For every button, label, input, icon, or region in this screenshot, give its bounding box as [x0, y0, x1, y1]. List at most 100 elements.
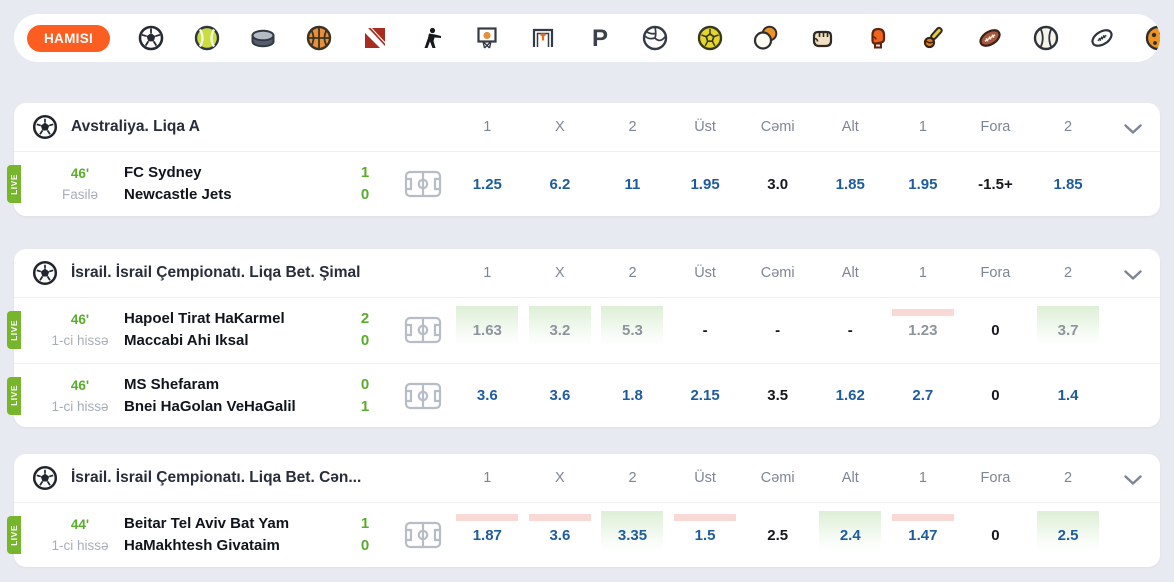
team-names[interactable]: Beitar Tel Aviv Bat Yam HaMakhtesh Givat…	[124, 513, 289, 557]
away-score: 1	[360, 397, 370, 415]
col-1: 1	[483, 119, 492, 135]
home-score: 0	[360, 375, 370, 393]
futsal-icon[interactable]	[696, 24, 724, 52]
cricket-icon[interactable]	[920, 24, 948, 52]
odds-cell[interactable]: 6.2	[549, 175, 571, 193]
chevron-down-icon[interactable]	[1124, 122, 1142, 134]
odds-row: 1.87 3.6 3.35 1.5 2.5 2.4 1.47 0 2.5	[451, 503, 1104, 568]
basketball-icon[interactable]	[305, 24, 333, 52]
odds-cell-empty: -	[775, 321, 781, 339]
col-total: Cəmi	[760, 470, 795, 486]
match-time: 46' 1-ci hissə	[36, 309, 124, 351]
col-handicap: Fora	[980, 470, 1011, 486]
odds-column-headers: 1 X 2 Üst Cəmi Alt 1 Fora 2	[451, 249, 1104, 297]
pitch-view-icon[interactable]	[404, 316, 442, 344]
away-team[interactable]: Newcastle Jets	[124, 186, 232, 204]
match-row: LIVE 44' 1-ci hissə Beitar Tel Aviv Bat …	[7, 503, 1160, 568]
match-time: 46' Fasilə	[36, 163, 124, 205]
more-sport-icon[interactable]	[1144, 24, 1160, 52]
away-team[interactable]: Maccabi Ahi Iksal	[124, 332, 249, 350]
match-minute: 46'	[70, 312, 90, 328]
odds-cell[interactable]: 1.5	[669, 503, 742, 568]
odds-cell[interactable]: 1.4	[1057, 387, 1079, 405]
total-param-cell: 2.5	[767, 526, 789, 544]
score: 2 0	[350, 308, 380, 352]
tennis-icon[interactable]	[193, 24, 221, 52]
col-x: X	[555, 119, 565, 135]
odds-cell[interactable]: 3.35	[596, 503, 669, 568]
sport-icon-list: P	[110, 24, 1160, 52]
odds-cell[interactable]: 1.47	[887, 503, 960, 568]
col-handicap: Fora	[980, 119, 1011, 135]
col-x: X	[555, 470, 565, 486]
total-param-cell: 3.0	[767, 175, 789, 193]
home-team[interactable]: MS Shefaram	[124, 375, 220, 393]
baseball-icon[interactable]	[1032, 24, 1060, 52]
streetball-hoop-icon[interactable]	[473, 24, 501, 52]
counter-strike-icon[interactable]	[417, 24, 445, 52]
odds-cell[interactable]: 1.95	[690, 175, 720, 193]
odds-cell[interactable]: 3.6	[524, 503, 597, 568]
match-row: LIVE 46' 1-ci hissə MS Shefaram Bnei HaG…	[7, 362, 1160, 429]
rugby-icon[interactable]	[1088, 24, 1116, 52]
pitch-view-icon[interactable]	[404, 170, 442, 198]
team-names[interactable]: FC Sydney Newcastle Jets	[124, 162, 232, 206]
home-team[interactable]: FC Sydney	[124, 164, 202, 182]
odds-cell[interactable]: 1.25	[472, 175, 502, 193]
home-team[interactable]: Beitar Tel Aviv Bat Yam	[124, 515, 290, 533]
odds-cell[interactable]: 3.2	[524, 298, 597, 363]
odds-cell[interactable]: 1.95	[908, 175, 938, 193]
odds-cell[interactable]: 1.8	[622, 387, 643, 405]
football-icon[interactable]	[137, 24, 165, 52]
away-team[interactable]: Bnei HaGolan VeHaGalil	[124, 397, 296, 415]
mma-fist-icon[interactable]	[808, 24, 836, 52]
odds-cell[interactable]: 2.4	[814, 503, 887, 568]
odds-cell[interactable]: 2.15	[690, 387, 720, 405]
odds-cell[interactable]: 1.62	[835, 387, 865, 405]
odds-cell[interactable]: 2.7	[912, 387, 934, 405]
home-score: 2	[360, 310, 370, 328]
p-sport-icon[interactable]: P	[585, 24, 613, 52]
odds-cell[interactable]: 2.5	[1032, 503, 1105, 568]
league-card-israel-south: İsrail. İsrail Çempionatı. Liqa Bet. Cən…	[7, 454, 1160, 568]
match-time: 46' 1-ci hissə	[36, 375, 124, 417]
home-team[interactable]: Hapoel Tirat HaKarmel	[124, 310, 285, 328]
handicap-param-cell: 0	[991, 387, 1000, 405]
svg-text:P: P	[592, 25, 608, 52]
team-names[interactable]: MS Shefaram Bnei HaGolan VeHaGalil	[124, 374, 296, 418]
team-names[interactable]: Hapoel Tirat HaKarmel Maccabi Ahi Iksal	[124, 308, 285, 352]
chevron-down-icon[interactable]	[1124, 473, 1142, 485]
ice-hockey-icon[interactable]	[249, 24, 277, 52]
col-h1: 1	[918, 265, 927, 281]
odds-cell[interactable]: 11	[624, 175, 641, 193]
odds-column-headers: 1 X 2 Üst Cəmi Alt 1 Fora 2	[451, 103, 1104, 151]
odds-cell[interactable]: 5.3	[596, 298, 669, 363]
volleyball-icon[interactable]	[641, 24, 669, 52]
match-minute: 46'	[70, 377, 90, 393]
col-under: Alt	[841, 119, 859, 135]
pitch-view-icon[interactable]	[404, 521, 442, 549]
odds-cell[interactable]: 3.6	[549, 387, 571, 405]
match-minute: 44'	[70, 517, 90, 533]
billiards-icon[interactable]	[752, 24, 780, 52]
col-2: 2	[628, 119, 637, 135]
col-1: 1	[483, 265, 492, 281]
odds-cell[interactable]: 1.85	[1053, 175, 1083, 193]
odds-cell[interactable]: 3.6	[476, 387, 498, 405]
odds-cell[interactable]: 1.63	[451, 298, 524, 363]
away-team[interactable]: HaMakhtesh Givataim	[124, 537, 280, 555]
odds-cell[interactable]: 3.7	[1032, 298, 1105, 363]
odds-cell[interactable]: 1.87	[451, 503, 524, 568]
col-1: 1	[483, 470, 492, 486]
dota2-icon[interactable]	[361, 24, 389, 52]
league-title: Avstraliya. Liqa A	[71, 118, 200, 135]
american-football-icon[interactable]	[976, 24, 1004, 52]
boxing-glove-icon[interactable]	[864, 24, 892, 52]
odds-row: 3.6 3.6 1.8 2.15 3.5 1.62 2.7 0 1.4	[451, 364, 1104, 429]
all-sports-button[interactable]: HAMISI	[27, 24, 111, 52]
odds-cell[interactable]: 1.23	[887, 298, 960, 363]
pitch-view-icon[interactable]	[404, 382, 442, 410]
chevron-down-icon[interactable]	[1124, 268, 1142, 280]
odds-cell[interactable]: 1.85	[835, 175, 865, 193]
goal-penalty-icon[interactable]	[529, 24, 557, 52]
